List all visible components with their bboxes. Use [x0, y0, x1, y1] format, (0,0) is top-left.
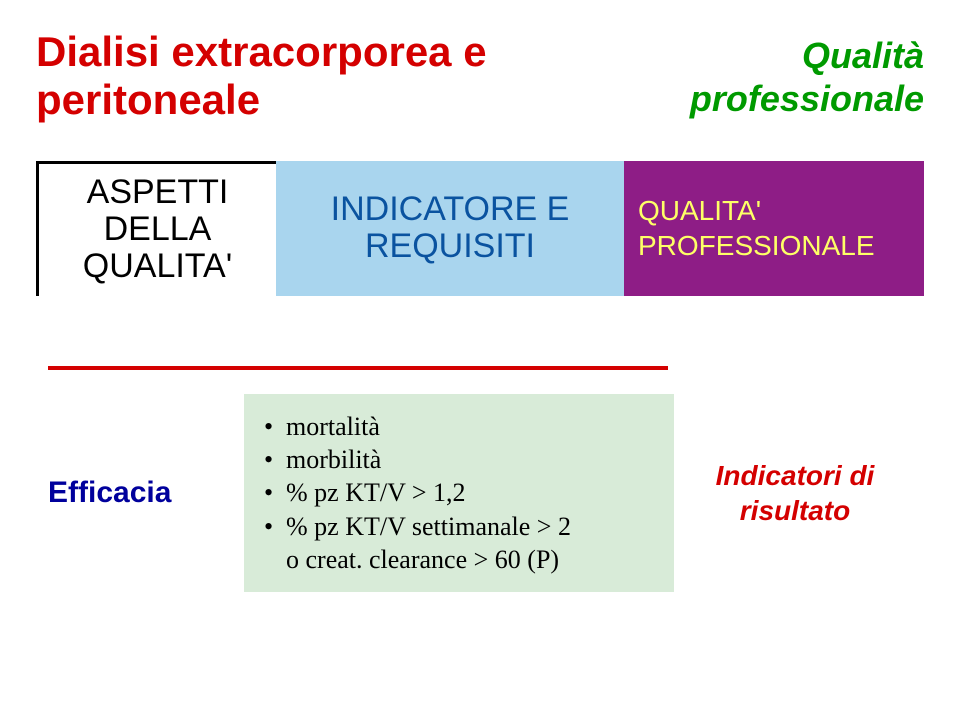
cell-text: PROFESSIONALE: [638, 228, 875, 263]
main-title: Dialisi extracorporea e peritoneale: [36, 28, 487, 125]
cell-text: ASPETTI: [87, 174, 229, 211]
cell-text: INDICATORE E: [331, 191, 570, 228]
subtitle-right: Qualità professionale: [690, 34, 924, 120]
table-cell-qualita: QUALITA' PROFESSIONALE: [624, 161, 924, 296]
cell-text: QUALITA': [83, 248, 232, 285]
lower-row: Efficacia •mortalità •morbilità •% pz KT…: [48, 394, 924, 592]
efficacia-label: Efficacia: [48, 476, 228, 510]
bullet-text: morbilità: [286, 443, 381, 476]
title-line: peritoneale: [36, 76, 487, 124]
subtitle-line: Qualità: [690, 34, 924, 77]
bullet-text: % pz KT/V > 1,2: [286, 476, 466, 509]
bullets-box: •mortalità •morbilità •% pz KT/V > 1,2 •…: [244, 394, 674, 592]
divider-red: [48, 366, 668, 370]
bullet-item: •% pz KT/V > 1,2: [264, 476, 654, 509]
indicatori-risultato: Indicatori di risultato: [690, 458, 900, 528]
bullet-item: •% pz KT/V settimanale > 2: [264, 510, 654, 543]
risultato-line: risultato: [690, 493, 900, 528]
table-cell-indicatore: INDICATORE E REQUISITI: [276, 161, 624, 296]
cell-text: QUALITA': [638, 193, 761, 228]
bullet-subline: o creat. clearance > 60 (P): [264, 543, 654, 576]
header: Dialisi extracorporea e peritoneale Qual…: [36, 28, 924, 125]
bullet-item: •morbilità: [264, 443, 654, 476]
table-cell-aspetti: ASPETTI DELLA QUALITA': [36, 161, 276, 296]
bullet-text: mortalità: [286, 410, 380, 443]
bullet-text: o creat. clearance > 60 (P): [286, 543, 559, 576]
header-table-row: ASPETTI DELLA QUALITA' INDICATORE E REQU…: [36, 161, 924, 296]
bullet-text: % pz KT/V settimanale > 2: [286, 510, 571, 543]
cell-text: DELLA: [104, 211, 212, 248]
title-line: Dialisi extracorporea e: [36, 28, 487, 76]
subtitle-line: professionale: [690, 77, 924, 120]
bullet-item: •mortalità: [264, 410, 654, 443]
cell-text: REQUISITI: [365, 228, 535, 265]
risultato-line: Indicatori di: [690, 458, 900, 493]
